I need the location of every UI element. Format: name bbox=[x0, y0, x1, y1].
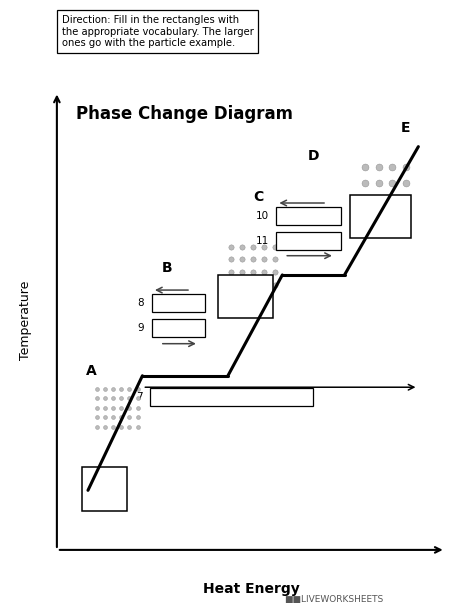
Bar bbox=[276, 207, 341, 225]
Bar bbox=[350, 195, 410, 238]
Bar bbox=[150, 388, 313, 406]
Text: C: C bbox=[253, 190, 264, 204]
Bar bbox=[218, 275, 273, 318]
Text: B: B bbox=[162, 261, 173, 275]
Text: 7: 7 bbox=[136, 392, 142, 402]
Text: Phase Change Diagram: Phase Change Diagram bbox=[76, 105, 293, 123]
Text: E: E bbox=[401, 121, 410, 135]
Text: Temperature: Temperature bbox=[19, 281, 32, 360]
Text: A: A bbox=[86, 364, 97, 378]
Bar bbox=[152, 294, 205, 312]
Text: 10: 10 bbox=[255, 211, 269, 221]
Bar bbox=[152, 320, 205, 337]
Text: 11: 11 bbox=[255, 236, 269, 246]
Text: 9: 9 bbox=[138, 323, 144, 333]
Text: Heat Energy: Heat Energy bbox=[203, 582, 300, 596]
Text: ■■LIVEWORKSHEETS: ■■LIVEWORKSHEETS bbox=[284, 595, 383, 604]
Bar bbox=[82, 467, 127, 511]
Bar bbox=[276, 232, 341, 250]
Text: Direction: Fill in the rectangles with
the appropriate vocabulary. The larger
on: Direction: Fill in the rectangles with t… bbox=[62, 15, 254, 48]
Text: 8: 8 bbox=[138, 298, 144, 308]
Text: D: D bbox=[308, 148, 319, 163]
